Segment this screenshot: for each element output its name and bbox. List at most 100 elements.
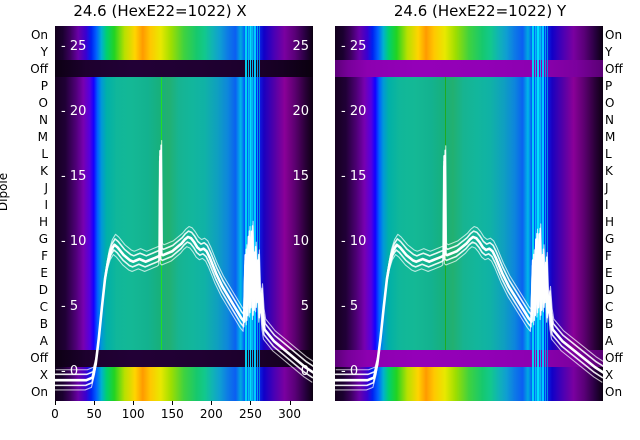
- category-tick-label: Off: [30, 351, 48, 366]
- heatmap-vertical-stripe: [247, 26, 249, 401]
- x-tick-label: 200: [199, 407, 223, 421]
- category-tick-label: On: [605, 27, 623, 42]
- category-tick-label: M: [37, 129, 48, 144]
- heatmap-vertical-stripe: [542, 26, 544, 401]
- green-marker-line: [444, 77, 446, 350]
- category-tick-label: A: [605, 334, 614, 349]
- x-tick-mark: [55, 401, 56, 405]
- heatmap-stripes-x: [55, 26, 313, 401]
- x-tick-label: 300: [278, 407, 301, 421]
- category-tick-label: J: [44, 180, 48, 195]
- heatmap-vertical-stripe: [254, 26, 256, 401]
- category-tick-label: On: [605, 385, 623, 400]
- category-tick-label: O: [38, 95, 48, 110]
- x-tick-mark: [172, 401, 174, 405]
- category-tick-label: B: [39, 317, 48, 332]
- inner-tick-label-left: - 0: [341, 364, 359, 380]
- inner-tick-label-right: 25: [292, 38, 309, 54]
- heatmap-vertical-stripe: [539, 26, 542, 401]
- category-tick-label: P: [40, 78, 48, 93]
- inner-tick-label-left: - 10: [61, 234, 87, 250]
- category-tick-label: I: [44, 197, 48, 212]
- category-tick-label: Off: [605, 351, 623, 366]
- heatmap-vertical-stripe: [249, 26, 252, 401]
- category-tick-label: Y: [605, 44, 613, 59]
- heatmap-plot-x[interactable]: - 25 25 - 20 20 - 15 15 - 10 10 - 5 5 - 0 0: [55, 26, 313, 401]
- inner-tick-label-left: - 15: [341, 169, 367, 185]
- heatmap-vertical-stripe: [244, 26, 247, 401]
- inner-tick-label-right: 10: [292, 234, 309, 250]
- inner-tick-label-right: 15: [292, 169, 309, 185]
- category-tick-label: C: [39, 300, 48, 315]
- x-tick-mark: [94, 401, 96, 405]
- panel-title-y: 24.6 (HexE22=1022) Y: [393, 2, 567, 20]
- category-tick-label: H: [605, 215, 615, 230]
- inner-tick-label-right: 20: [292, 103, 309, 119]
- x-tick-label: 0: [51, 407, 59, 421]
- category-tick-label: M: [605, 129, 616, 144]
- category-tick-label: X: [39, 368, 48, 383]
- category-tick-label: E: [605, 266, 613, 281]
- category-tick-label: J: [605, 180, 609, 195]
- category-tick-label: G: [605, 232, 615, 247]
- x-tick-label: 50: [86, 407, 102, 421]
- inner-tick-label-left: - 20: [341, 103, 367, 119]
- inner-tick-label-left: - 25: [341, 38, 367, 54]
- heatmap-vertical-stripe: [544, 26, 546, 401]
- x-tick-mark: [250, 401, 252, 405]
- category-tick-label: P: [605, 78, 613, 93]
- category-tick-label: F: [41, 249, 48, 264]
- panel-x: 24.6 (HexE22=1022) X - 25 25- 20 20- 15 15-…: [0, 2, 313, 437]
- category-tick-label: On: [30, 385, 48, 400]
- category-axis-left: On Y Off P O N M L K J I H G F E D C B A Off X On: [14, 26, 48, 401]
- heatmap-vertical-stripe: [534, 26, 537, 401]
- inner-tick-label-left: - 5: [341, 299, 359, 315]
- inner-tick-label-left: - 25: [61, 38, 87, 54]
- category-tick-label: A: [39, 334, 48, 349]
- x-axis-x: 0 50 100 150 200 250 300: [51, 401, 313, 437]
- heatmap-vertical-stripe: [252, 26, 254, 401]
- heatmap-vertical-stripe: [537, 26, 539, 401]
- category-tick-label: D: [38, 283, 48, 298]
- category-tick-label: K: [40, 163, 48, 178]
- inner-tick-label-left: - 5: [61, 299, 79, 315]
- x-tick-mark: [289, 401, 291, 405]
- heatmap-vertical-stripe: [259, 26, 261, 401]
- heatmap-vertical-stripe: [547, 26, 549, 401]
- panel-y: 24.6 (HexE22=1022) Y - 25 - 20 - 15 - 10 - 5…: [320, 0, 640, 440]
- panel-title-x: 24.6 (HexE22=1022) X: [73, 2, 247, 20]
- x-tick-mark: [211, 401, 213, 405]
- inner-tick-label-right: 0: [300, 364, 309, 380]
- category-tick-label: G: [38, 232, 48, 247]
- category-tick-label: N: [605, 112, 614, 127]
- heatmap-vertical-stripe: [532, 26, 534, 401]
- category-axis-right: On Y Off P O N M L K J I H G F E D C B A Off X On: [602, 26, 636, 401]
- inner-tick-label-left: - 0: [61, 364, 79, 380]
- x-tick-mark: [133, 401, 135, 405]
- category-tick-label: E: [40, 266, 48, 281]
- category-tick-label: X: [605, 368, 614, 383]
- category-tick-label: D: [605, 283, 615, 298]
- category-tick-label: B: [605, 317, 614, 332]
- inner-tick-label-left: - 20: [61, 103, 87, 119]
- x-tick-label: 150: [160, 407, 184, 421]
- category-tick-label: Off: [605, 61, 623, 76]
- x-tick-label: 250: [239, 407, 262, 421]
- inner-tick-label-left: - 15: [61, 169, 87, 185]
- inner-tick-label-left: - 10: [341, 234, 367, 250]
- inner-tick-label-right: 5: [300, 299, 309, 315]
- category-tick-label: Off: [30, 61, 48, 76]
- category-tick-label: L: [41, 146, 48, 161]
- category-tick-label: H: [38, 215, 48, 230]
- green-marker-line: [160, 77, 162, 350]
- category-tick-label: I: [605, 197, 609, 212]
- heatmap-vertical-stripe: [256, 26, 259, 401]
- category-tick-label: On: [30, 27, 48, 42]
- category-tick-label: O: [605, 95, 615, 110]
- category-tick-label: K: [605, 163, 613, 178]
- category-tick-label: F: [605, 249, 612, 264]
- y-axis-label: Dipole: [0, 172, 11, 212]
- category-tick-label: N: [39, 112, 48, 127]
- heatmap-plot-y[interactable]: - 25 - 20 - 15 - 10 - 5 - 0: [335, 26, 603, 401]
